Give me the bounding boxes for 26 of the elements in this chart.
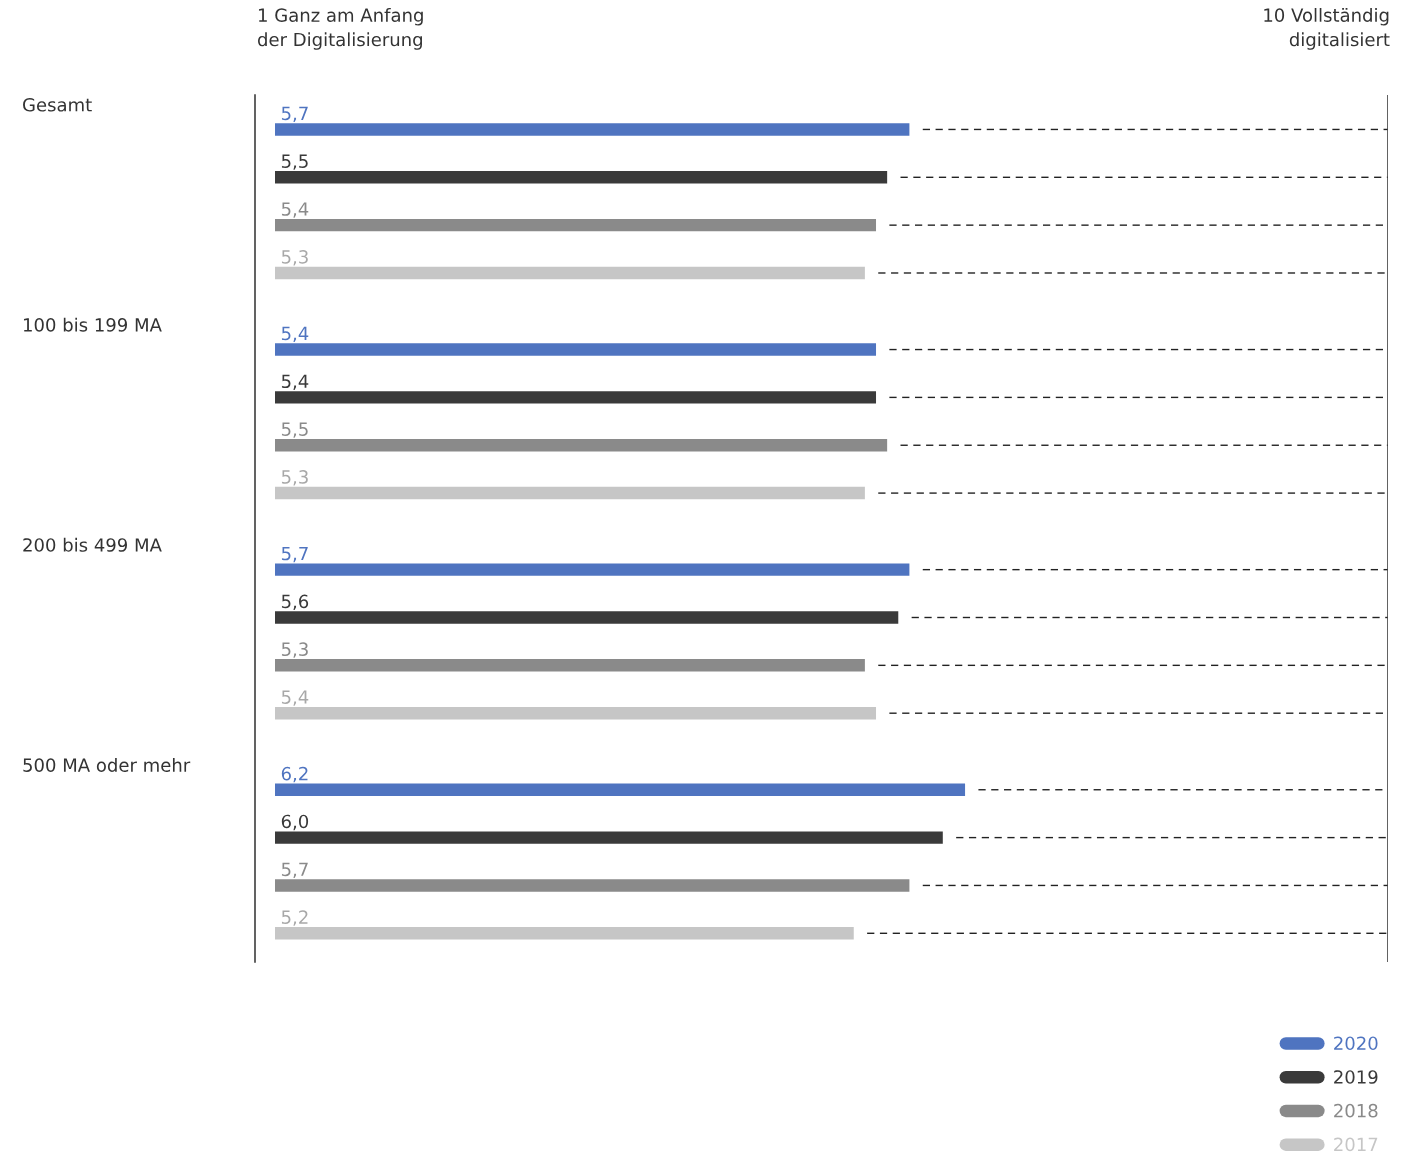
data-label: 5,4 (281, 690, 309, 706)
data-label: 5,6 (281, 594, 309, 611)
data-label: 5,4 (281, 374, 309, 390)
data-label: 6,0 (281, 814, 309, 831)
data-label: 5,5 (281, 154, 308, 170)
legend-label: 2017 (1334, 1137, 1378, 1152)
y-tick-label: 100 bis 199 MA (23, 317, 162, 332)
data-label: 5,7 (281, 862, 308, 878)
data-label: 5,3 (281, 250, 308, 266)
data-label: 5,7 (281, 106, 308, 122)
data-label: 5,2 (281, 910, 308, 926)
y-tick-label: 500 MA oder mehr (23, 757, 191, 772)
data-label: 6,2 (281, 766, 308, 783)
ref-line-label: 10 Vollständig digitalisiert (1264, 8, 1390, 50)
data-label: 5,7 (281, 546, 308, 563)
legend-label: 2018 (1334, 1103, 1378, 1118)
data-label: 5,4 (281, 202, 309, 218)
y-tick-label: Gesamt (23, 97, 92, 112)
data-label: 5,5 (281, 422, 308, 438)
text: 1 Ganz am Anfang der Digitalisierung (258, 8, 423, 50)
data-label: 5,3 (281, 470, 308, 486)
data-label: 5,3 (281, 642, 308, 658)
legend-label: 2019 (1334, 1070, 1378, 1084)
legend-label: 2020 (1334, 1036, 1378, 1051)
y-tick-label: 200 bis 499 MA (23, 537, 162, 552)
data-label: 5,4 (281, 326, 309, 343)
